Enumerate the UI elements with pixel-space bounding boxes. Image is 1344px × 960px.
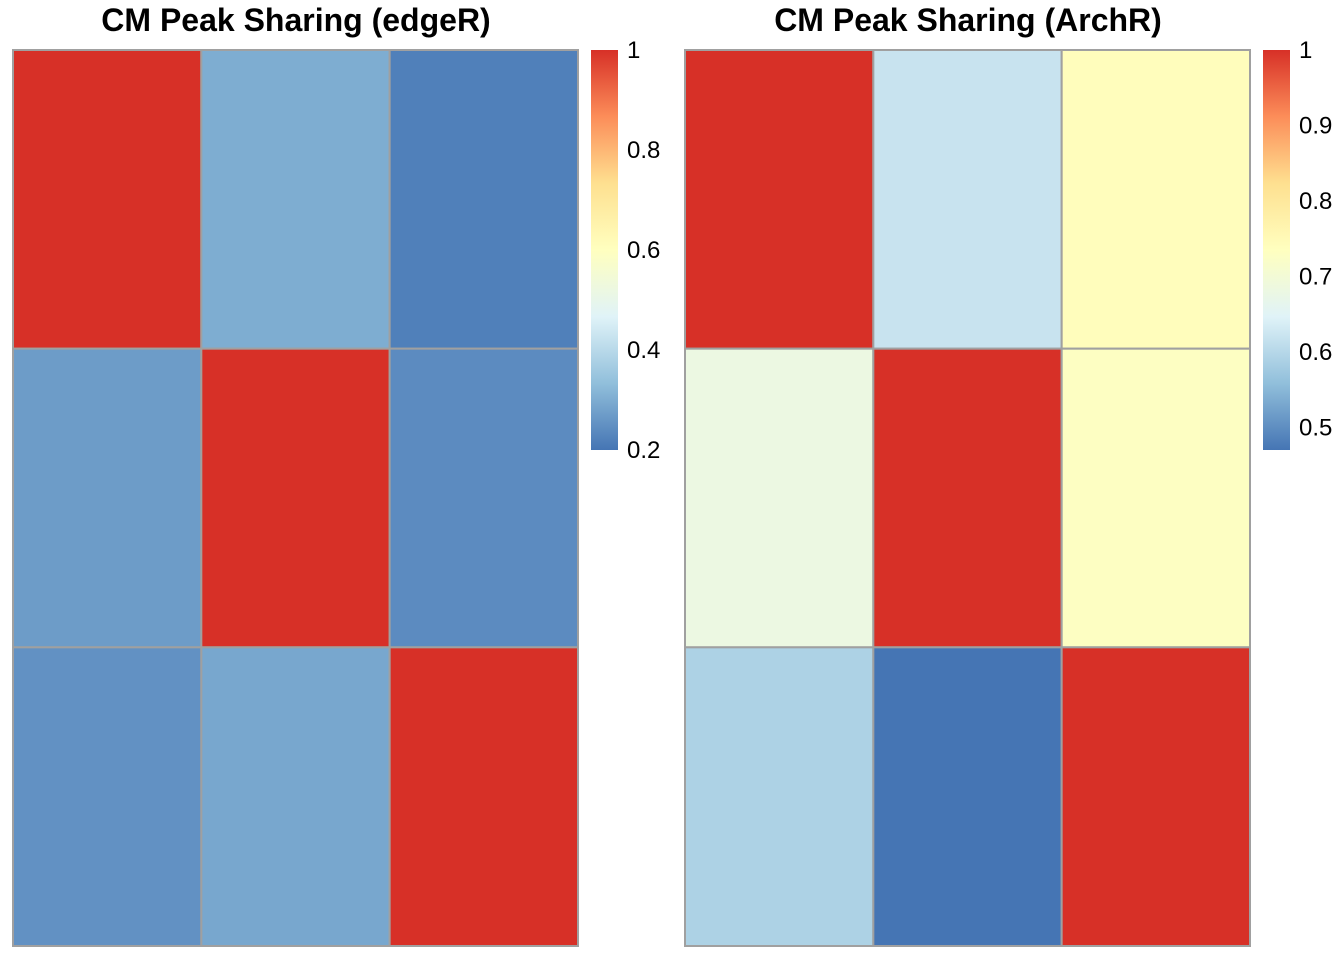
heatmap-archr-cell-r2-c3 (1060, 347, 1251, 649)
heatmap-edger-legend-tick: 0.8 (627, 137, 660, 164)
heatmap-edger-legend-tick: 1 (627, 37, 640, 64)
heatmap-edger-cell-r1-c3 (388, 49, 579, 350)
heatmap-archr-cell-r1-c1 (684, 49, 875, 350)
heatmap-edger-cell-r2-c1 (12, 347, 203, 649)
heatmap-archr-legend-tick: 0.9 (1299, 112, 1332, 139)
heatmap-archr-legend: 1 0.9 0.8 0.7 0.6 0.5 (1263, 37, 1332, 450)
heatmap-archr-legend-tick: 1 (1299, 37, 1312, 64)
heatmap-archr-legend-tick: 0.8 (1299, 188, 1332, 215)
heatmap-archr-legend-tick: 0.5 (1299, 414, 1332, 441)
heatmap-edger-cell-r3-c3 (388, 646, 579, 947)
heatmap-archr-cell-r1-c2 (872, 49, 1063, 350)
heatmap-edger-cell-r2-c2 (200, 347, 391, 649)
heatmap-archr-cell-r3-c1 (684, 646, 875, 947)
heatmap-edger-legend: 1 0.8 0.6 0.4 0.2 (591, 37, 660, 464)
heatmap-archr-cell-r3-c3 (1060, 646, 1251, 947)
heatmap-archr-legend-ticks: 1 0.9 0.8 0.7 0.6 0.5 (1299, 37, 1332, 441)
heatmap-edger: CM Peak Sharing (edgeR) 1 0.8 0.6 0.4 0.2 (12, 2, 660, 947)
heatmap-archr-legend-bar (1263, 50, 1290, 450)
heatmap-edger-cell-r1-c2 (200, 49, 391, 350)
heatmap-archr-legend-tick: 0.7 (1299, 263, 1332, 290)
heatmap-archr-cell-r2-c1 (684, 347, 875, 649)
heatmap-edger-cell-r3-c1 (12, 646, 203, 947)
heatmap-archr-cell-r2-c2 (872, 347, 1063, 649)
heatmap-archr-cells (684, 49, 1251, 947)
heatmap-archr: CM Peak Sharing (ArchR) 1 0.9 0.8 0.7 0.6 0.5 (684, 2, 1332, 947)
heatmap-edger-legend-bar (591, 50, 618, 450)
heatmap-edger-legend-tick: 0.2 (627, 437, 660, 464)
heatmap-archr-cell-r1-c3 (1060, 49, 1251, 350)
heatmap-edger-legend-tick: 0.6 (627, 237, 660, 264)
heatmap-edger-legend-tick: 0.4 (627, 337, 660, 364)
heatmap-archr-cell-r3-c2 (872, 646, 1063, 947)
heatmap-edger-title: CM Peak Sharing (edgeR) (101, 2, 490, 38)
heatmap-edger-cell-r1-c1 (12, 49, 203, 350)
heatmap-archr-legend-tick: 0.6 (1299, 339, 1332, 366)
heatmap-edger-cell-r3-c2 (200, 646, 391, 947)
heatmap-edger-cell-r2-c3 (388, 347, 579, 649)
heatmap-archr-title: CM Peak Sharing (ArchR) (774, 2, 1162, 38)
heatmap-edger-legend-ticks: 1 0.8 0.6 0.4 0.2 (627, 37, 660, 464)
heatmap-edger-cells (12, 49, 579, 947)
